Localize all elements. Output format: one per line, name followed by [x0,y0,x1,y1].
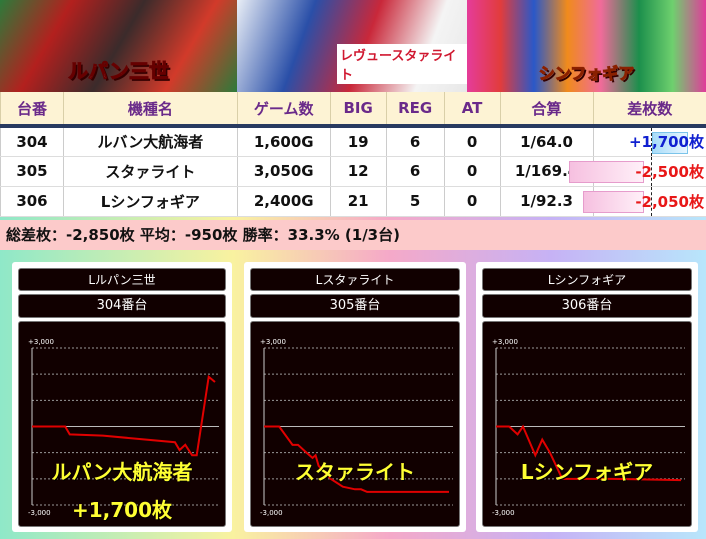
col-header: ゲーム数 [236,92,331,128]
overlay-machine-name: スタァライト [295,460,415,484]
y-tick-label: +3,000 [28,338,54,346]
cell-diff: -2,500枚 [569,156,706,187]
banner-lupin: ルパン三世 [0,0,237,92]
cell-combined: 1/64.0 [499,126,594,157]
series-line [32,374,216,457]
cell-no: 305 [0,156,64,187]
chart-subtitle: 304番台 [18,294,226,318]
cell-combined: 1/92.3 [499,186,594,217]
cell-big: 21 [329,186,387,217]
chart-title: Lルパン三世 [18,268,226,291]
col-header: 合算 [499,92,594,128]
cell-name: ルバン大航海者 [62,126,238,157]
chart-svg: +3,000 -3,000 [260,338,453,517]
overlay-machine-name: ルパン大航海者 [51,460,193,484]
chart-title: Lシンフォギア [482,268,692,291]
y-tick-label: +3,000 [260,338,286,346]
banner-starlight: レヴュースタァライト [237,0,467,92]
cell-reg: 6 [385,126,445,157]
diff-value: -2,500枚 [635,162,704,181]
y-tick-label: -3,000 [492,509,515,517]
cell-games: 2,400G [236,186,331,217]
chart-svg: +3,000 -3,000 [492,338,685,517]
cell-diff: -2,050枚 [582,186,706,217]
zero-line [650,128,652,156]
diff-bar [582,190,644,213]
zero-line [650,186,652,216]
diff-value: +1,700枚 [628,133,704,152]
cell-games: 1,600G [236,126,331,157]
slump-chart: +3,000 -3,000 Lシンフォギア [482,321,692,527]
overlay-diff-value: +1,700枚 [71,498,173,522]
col-header: REG [385,92,445,128]
banner-logo: ルパン三世 [68,59,170,84]
chart-subtitle: 305番台 [250,294,460,318]
slump-chart: +3,000 -3,000 ルパン大航海者 +1,700枚 [18,321,226,527]
chart-svg: +3,000 -3,000 [28,338,219,517]
cell-diff: +1,700枚 [592,126,706,157]
chart-panel-305: Lスタァライト 305番台 +3,000 -3,000 スタァライト [244,262,466,532]
diff-value: -2,050枚 [635,192,704,211]
diff-bar [651,132,688,154]
series-line [496,424,682,482]
y-tick-label: -3,000 [260,509,283,517]
summary-bar: 総差枚：-2,850枚 平均：-950枚 勝率：33.3% (1/3台) [0,220,706,250]
cell-big: 12 [329,156,387,187]
cell-at: 0 [443,156,501,187]
col-header: 機種名 [62,92,238,128]
y-tick-label: -3,000 [28,509,51,517]
chart-subtitle: 306番台 [482,294,692,318]
cell-reg: 6 [385,156,445,187]
cell-no: 304 [0,126,64,157]
col-header: BIG [329,92,387,128]
machine-banners: ルパン三世 レヴュースタァライト シンフォギア [0,0,706,92]
cell-name: Lシンフォギア [62,186,238,217]
table-row: 304 ルバン大航海者 1,600G 19 6 0 1/64.0 +1,700枚 [0,126,706,157]
chart-panel-304: Lルパン三世 304番台 +3,000 -3,000 ルパン大航海者 +1,700枚 [12,262,232,532]
cell-games: 3,050G [236,156,331,187]
cell-reg: 5 [385,186,445,217]
table-row: 305 スタァライト 3,050G 12 6 0 1/169.4 -2,500枚 [0,156,706,187]
y-tick-label: +3,000 [492,338,518,346]
table-header: 台番 機種名 ゲーム数 BIG REG AT 合算 差枚数 [0,92,706,128]
banner-logo: シンフォギア [538,64,635,84]
chart-panel-306: Lシンフォギア 306番台 +3,000 -3,000 Lシンフォギア [476,262,698,532]
col-header: 差枚数 [592,92,706,128]
cell-name: スタァライト [62,156,238,187]
cell-at: 0 [443,186,501,217]
zero-line [650,156,652,186]
col-header: AT [443,92,501,128]
results-table: 台番 機種名 ゲーム数 BIG REG AT 合算 差枚数 304 ルバン大航海者… [0,92,706,217]
overlay-machine-name: Lシンフォギア [520,460,654,484]
cell-at: 0 [443,126,501,157]
cell-big: 19 [329,126,387,157]
banner-symphogear: シンフォギア [467,0,706,92]
col-header: 台番 [0,92,64,128]
slump-chart: +3,000 -3,000 スタァライト [250,321,460,527]
chart-title: Lスタァライト [250,268,460,291]
banner-logo: レヴュースタァライト [337,44,467,84]
diff-bar [569,160,644,183]
series-line [264,425,449,493]
cell-no: 306 [0,186,64,217]
table-row: 306 Lシンフォギア 2,400G 21 5 0 1/92.3 -2,050枚 [0,186,706,217]
